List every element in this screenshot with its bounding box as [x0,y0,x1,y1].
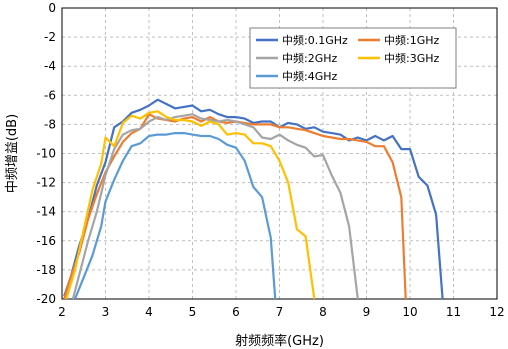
y-tick-label: -16 [36,234,56,248]
legend-label: 中频:0.1GHz [282,33,348,47]
y-tick-label: -6 [44,88,56,102]
series-line [71,113,359,300]
y-tick-label: -10 [36,147,56,161]
y-axis-label: 中频增益(dB) [5,114,20,193]
x-tick-label: 7 [276,305,284,319]
legend: 中频:0.1GHz 中频:1GHz 中频:2GHz 中频:3GHz 中频:4GHz [249,27,457,89]
plot-frame [61,7,498,300]
series-line [73,132,277,300]
x-tick-label: 3 [102,305,110,319]
y-tick-label: -18 [36,263,56,277]
x-tick-label: 11 [446,305,461,319]
x-tick-label: 9 [363,305,371,319]
x-tick-label: 4 [145,305,153,319]
x-tick-label: 8 [319,305,327,319]
x-tick-label: 5 [189,305,197,319]
x-tick-label: 10 [402,305,417,319]
y-tick-label: -20 [36,292,56,306]
series-line [65,110,316,300]
legend-label: 中频:4GHz [282,69,337,83]
x-axis-label: 射频频率(GHz) [235,333,324,349]
legend-label: 中频:2GHz [282,51,337,65]
y-tick-label: -14 [36,205,56,219]
y-tick-label: -2 [44,30,56,44]
y-tick-label: 0 [48,1,56,15]
x-tick-label: 12 [489,305,504,319]
x-tick-label: 6 [232,305,240,319]
axis-ticks: 2 3 4 5 6 7 8 9 10 11 12 0 -2 -4 -6 -8 -10 -12 -14 -16 -18 -2… [36,1,504,319]
legend-box [249,27,457,89]
series-line [63,98,444,300]
y-tick-label: -12 [36,176,56,190]
legend-label: 中频:3GHz [384,51,439,65]
legend-label: 中频:1GHz [384,33,439,47]
x-tick-label: 2 [58,305,66,319]
series-lines [63,98,444,300]
y-tick-label: -4 [44,59,56,73]
y-tick-label: -8 [44,117,56,131]
